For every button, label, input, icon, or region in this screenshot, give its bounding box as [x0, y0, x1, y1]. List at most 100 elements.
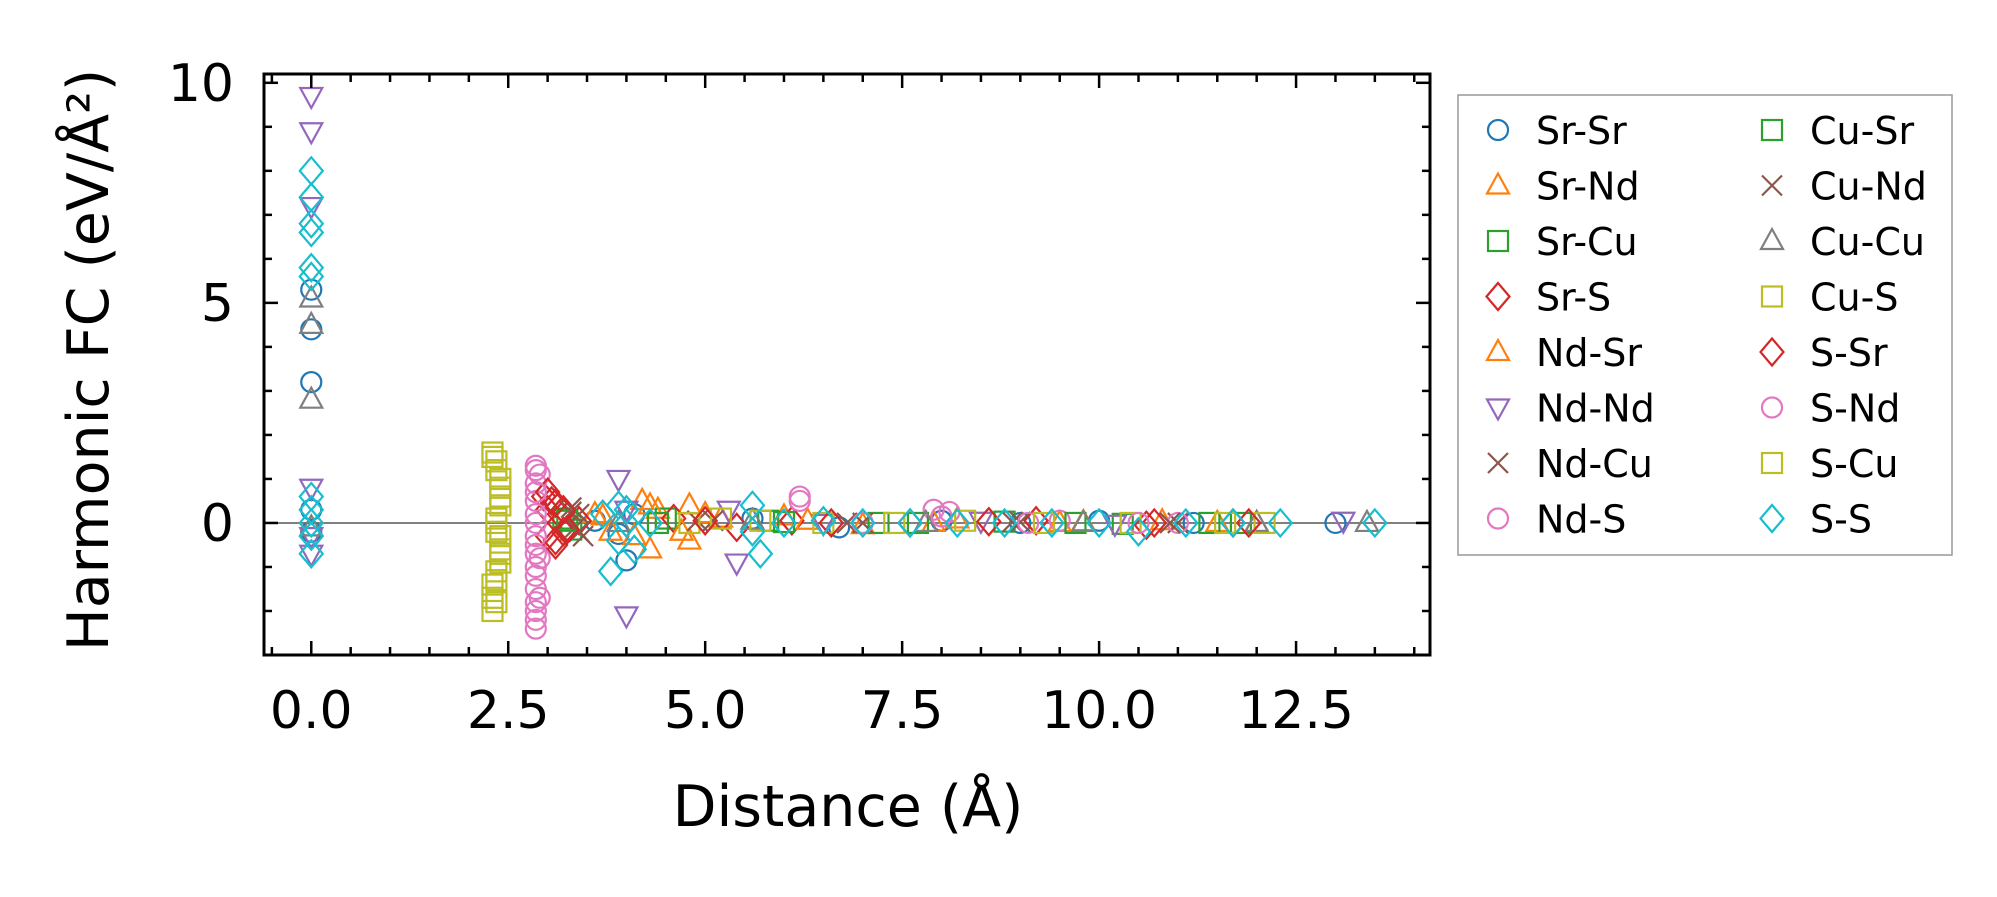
data-point [1198, 511, 1221, 535]
data-point [676, 526, 703, 550]
data-point [566, 505, 593, 536]
legend-marker [1485, 281, 1511, 312]
data-point [692, 505, 719, 536]
x-axis-label: Distance (Å) [673, 772, 1024, 840]
data-point [1048, 509, 1071, 532]
legend-marker [1759, 226, 1785, 251]
data-point [524, 525, 547, 548]
data-point [849, 507, 876, 539]
legend-marker [1486, 118, 1510, 142]
data-point [810, 505, 837, 536]
data-point [678, 511, 701, 535]
data-point [298, 520, 325, 552]
data-point [739, 506, 766, 530]
data-point [1220, 507, 1246, 539]
data-point [298, 544, 325, 569]
data-point [298, 310, 325, 334]
legend-label: S-Cu [1810, 442, 1898, 486]
legend-label: Cu-S [1810, 276, 1898, 320]
data-point [739, 490, 766, 521]
legend: Sr-Sr Sr-Nd Sr-Cu Sr-S Nd-Sr Nd-Nd Nd-Cu Nd-S Cu… [1457, 94, 1953, 556]
legend-label: Cu-Cu [1810, 220, 1925, 264]
data-point [1023, 505, 1050, 536]
data-point [298, 196, 325, 221]
data-point [851, 511, 874, 535]
y-tick-label: 10 [168, 54, 234, 114]
axes: 0.0 2.5 5.0 7.5 10.0 12.5 0 5 10 [168, 54, 1432, 741]
data-point [1159, 512, 1181, 534]
data-point [778, 505, 805, 536]
data-point [1214, 511, 1237, 535]
legend-marker [1487, 452, 1509, 474]
data-point [1361, 507, 1388, 539]
data-point [524, 608, 547, 631]
data-point [298, 385, 325, 409]
data-point [1009, 511, 1032, 533]
data-point [1133, 509, 1160, 541]
data-point [298, 122, 325, 146]
series-s-cu [485, 450, 1237, 614]
data-point [702, 509, 724, 532]
data-point [1017, 511, 1040, 535]
data-point [589, 502, 616, 526]
x-tick-label: 10.0 [1041, 681, 1157, 741]
data-point [524, 481, 547, 504]
data-point [818, 507, 845, 539]
series-cu-cu [298, 284, 1380, 537]
legend-label: Nd-Nd [1536, 387, 1655, 431]
legend-marker [1759, 503, 1785, 534]
data-point [1172, 507, 1199, 539]
data-point [1032, 511, 1056, 535]
legend-marker [1760, 285, 1784, 308]
data-point [747, 538, 774, 569]
data-point [556, 509, 579, 532]
data-point [723, 553, 750, 577]
data-point [954, 509, 977, 532]
data-point [613, 606, 640, 630]
data-point [613, 494, 640, 525]
data-point [485, 450, 508, 473]
data-point [975, 506, 1002, 537]
data-point [298, 261, 325, 292]
legend-marker [1486, 229, 1510, 253]
series-s-s [298, 155, 1388, 587]
data-point [1243, 508, 1270, 533]
data-point [524, 617, 547, 640]
data-point [524, 599, 547, 623]
legend-label: Nd-Cu [1536, 442, 1653, 486]
legend-marker [1760, 451, 1784, 475]
legend-marker [1486, 507, 1510, 530]
data-point [528, 586, 551, 609]
data-point [481, 586, 504, 609]
data-point [481, 445, 504, 469]
legend-label: S-Sr [1810, 331, 1888, 375]
data-point [1119, 511, 1142, 535]
legend-marker [1485, 337, 1511, 362]
data-point [1354, 508, 1380, 533]
legend-label: Cu-Nd [1810, 165, 1927, 209]
x-tick-label: 12.5 [1238, 681, 1354, 741]
data-point [1182, 511, 1205, 535]
data-point [528, 547, 551, 570]
data-point [1127, 511, 1150, 535]
data-point [637, 507, 663, 539]
data-point [605, 469, 632, 494]
legend-box [1457, 94, 1953, 556]
data-point [1064, 511, 1087, 535]
data-point [485, 507, 508, 530]
data-point [485, 569, 508, 592]
data-point [582, 499, 608, 524]
data-point [485, 520, 508, 543]
data-point [771, 507, 797, 539]
data-point [550, 494, 577, 525]
data-point [524, 564, 547, 587]
y-tick-label: 0 [201, 494, 234, 554]
data-point [524, 542, 547, 565]
data-point [739, 516, 766, 547]
data-point [524, 533, 547, 557]
data-point [489, 467, 512, 491]
series-cu-s [481, 441, 1276, 623]
data-point [554, 514, 581, 545]
data-point [1267, 507, 1294, 539]
legend-label: S-S [1810, 498, 1872, 542]
